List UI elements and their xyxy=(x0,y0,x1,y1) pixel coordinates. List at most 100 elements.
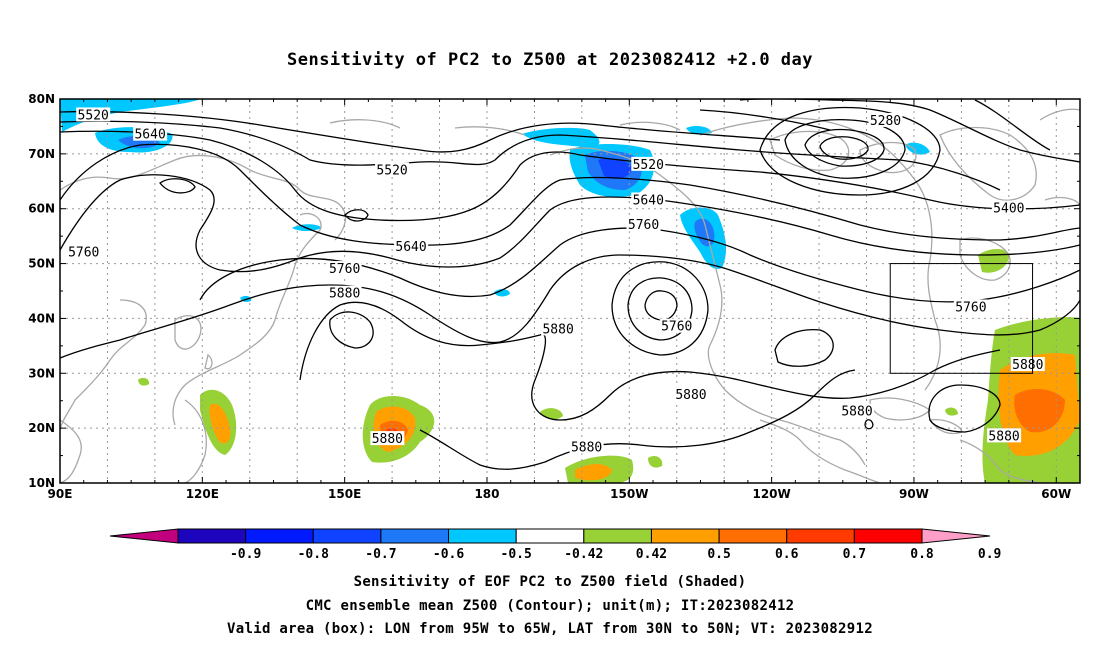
contour-label: 5880 xyxy=(569,439,604,455)
contour-line xyxy=(329,311,374,349)
colorbar-label: -0.42 xyxy=(564,547,603,562)
contour-line xyxy=(60,254,1080,359)
svg-text:5880: 5880 xyxy=(988,429,1019,444)
positive-sensitivity-area xyxy=(945,407,958,416)
colorbar-segment xyxy=(312,528,382,544)
lat-tick-label: 60N xyxy=(28,202,55,216)
positive-sensitivity-area xyxy=(209,403,231,444)
contour-label: 5880 xyxy=(541,321,576,337)
negative-sensitivity-area xyxy=(905,142,930,155)
lat-tick-label: 40N xyxy=(28,311,55,325)
contour-label: 5880 xyxy=(327,285,362,302)
colorbar-label: -0.6 xyxy=(433,547,464,562)
svg-text:5880: 5880 xyxy=(542,322,573,337)
contour-label: 5880 xyxy=(840,403,875,420)
colorbar-segment xyxy=(448,528,517,544)
axis-ticks xyxy=(59,98,1081,484)
lon-tick-label: 150W xyxy=(610,487,648,501)
lon-tick-label: 180 xyxy=(474,487,499,501)
contour-label: 5640 xyxy=(394,239,429,255)
lon-tick-label: 90E xyxy=(48,487,73,501)
positive-sensitivity-area xyxy=(648,455,663,468)
contour-labels: 5520 5640 5520 5520 5640 5760 5280 5400 5760 5640… xyxy=(66,107,1045,455)
lon-tick-label: 120E xyxy=(186,487,219,501)
lat-tick-label: 20N xyxy=(28,421,55,435)
contour-label: 5640 xyxy=(133,126,168,143)
svg-text:5400: 5400 xyxy=(993,202,1024,217)
colorbar-segment xyxy=(786,528,855,544)
colorbar-segment xyxy=(853,528,923,544)
contour-label: 5880 xyxy=(673,387,708,403)
contour-line xyxy=(774,329,834,367)
svg-text:5520: 5520 xyxy=(633,158,664,173)
lat-tick-label: 30N xyxy=(28,366,55,380)
colorbar-label: 0.6 xyxy=(775,547,799,562)
contour-label: 5520 xyxy=(631,156,666,173)
positive-sensitivity-area xyxy=(540,408,563,420)
caption-line-2: CMC ensemble mean Z500 (Contour); unit(m… xyxy=(305,598,795,614)
svg-text:5280: 5280 xyxy=(870,114,901,129)
z500-contours xyxy=(60,99,1080,470)
negative-sensitivity-area xyxy=(686,125,712,135)
contour-label: 5760 xyxy=(659,318,694,335)
graticule xyxy=(60,99,1080,483)
contour-label: 5280 xyxy=(868,112,903,129)
page-title: Sensitivity of PC2 to Z500 at 2023082412… xyxy=(286,50,813,70)
colorbar-lower-extend xyxy=(109,528,179,544)
svg-text:5880: 5880 xyxy=(372,432,403,447)
caption-line-3: Valid area (box): LON from 95W to 65W, L… xyxy=(227,621,873,637)
colorbar-segment xyxy=(718,528,788,544)
contour-label: 5640 xyxy=(631,192,666,208)
lon-tick-label: 120W xyxy=(752,487,790,501)
contour-line xyxy=(344,209,369,222)
contour-label: 5880 xyxy=(370,431,405,447)
contour-line xyxy=(804,128,885,167)
contour-line xyxy=(759,106,941,196)
contour-line xyxy=(784,119,906,179)
svg-text:5760: 5760 xyxy=(68,246,99,261)
lat-tick-label: 70N xyxy=(28,147,55,161)
negative-sensitivity-area xyxy=(522,127,600,148)
contour-line xyxy=(60,143,1080,246)
colorbar-upper-extend xyxy=(921,528,991,544)
svg-text:5640: 5640 xyxy=(134,128,165,143)
valid-area-box xyxy=(889,263,1034,374)
contour-line xyxy=(974,99,1051,151)
colorbar-label: 0.42 xyxy=(636,547,667,562)
colorbar-label: -0.5 xyxy=(501,547,532,562)
contour-line xyxy=(299,301,1001,421)
lon-tick-label: 150E xyxy=(328,487,361,501)
svg-text:5520: 5520 xyxy=(376,163,407,178)
colorbar-label: -0.8 xyxy=(298,547,329,562)
contour-label: 5880 xyxy=(1010,357,1045,373)
positive-sensitivity-area xyxy=(1014,388,1065,433)
colorbar-segment xyxy=(380,528,450,544)
lat-tick-label: 80N xyxy=(28,92,55,106)
colorbar-label: 0.7 xyxy=(843,547,866,562)
contour-label: 5760 xyxy=(327,261,362,277)
caption-line-1: Sensitivity of EOF PC2 to Z500 field (Sh… xyxy=(353,574,747,590)
contour-line xyxy=(611,261,709,356)
svg-text:5880: 5880 xyxy=(841,405,872,420)
colorbar-segment xyxy=(515,528,585,544)
contour-label: 5400 xyxy=(991,200,1026,217)
colorbar-segment xyxy=(245,528,314,544)
negative-sensitivity-area xyxy=(598,158,633,179)
contour-line xyxy=(60,120,1001,191)
svg-text:5640: 5640 xyxy=(633,193,664,208)
contour-line xyxy=(699,109,831,131)
svg-text:5520: 5520 xyxy=(78,108,109,123)
colorbar-label: -0.7 xyxy=(365,547,396,562)
svg-text:5880: 5880 xyxy=(675,388,706,403)
contour-label: 5760 xyxy=(66,244,101,261)
colorbar: -0.9 -0.8 -0.7 -0.6 -0.5 -0.42 0.42 0.5 0.6 0.7 0.… xyxy=(109,528,1001,562)
colorbar-label: -0.9 xyxy=(230,547,261,562)
svg-text:5640: 5640 xyxy=(395,240,426,255)
colorbar-label: 0.5 xyxy=(707,547,730,562)
contour-label: 5520 xyxy=(76,107,111,123)
contour-line xyxy=(60,130,1080,222)
positive-sensitivity-area xyxy=(138,377,150,386)
contour-line xyxy=(627,277,693,341)
